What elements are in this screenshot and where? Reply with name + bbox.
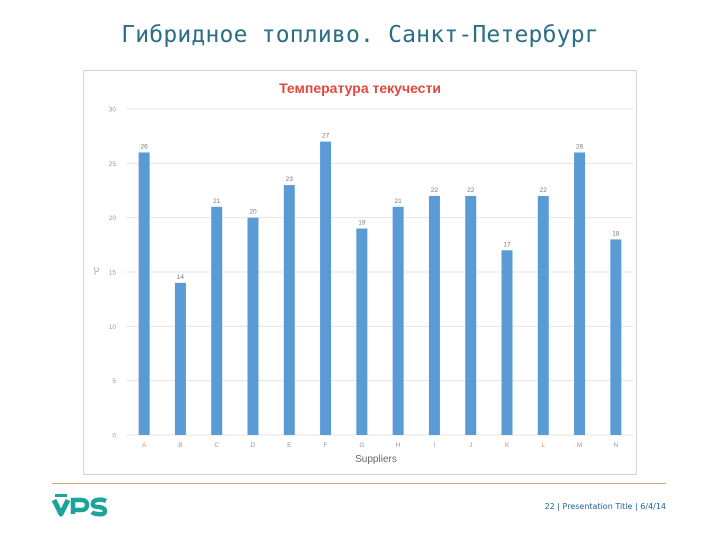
x-tick-label: K [505, 442, 510, 449]
bar [574, 152, 586, 435]
y-tick-label: 5 [112, 378, 116, 385]
bar [320, 141, 332, 435]
y-tick-label: 20 [109, 215, 117, 222]
bar [174, 282, 186, 435]
data-label: 21 [395, 198, 403, 205]
data-label: 22 [467, 187, 475, 194]
x-axis-label: Suppliers [355, 454, 397, 465]
bar [392, 206, 404, 435]
data-label: 22 [431, 187, 439, 194]
bar [428, 195, 440, 435]
x-tick-label: J [469, 442, 472, 449]
bar [356, 228, 368, 435]
label-layer: 0 5 10 15 20 25 30 26 A 14 B 21 C 20 D 23 E 27 F 19 G 21 H 22 I 2… [109, 107, 620, 450]
chart-title: Температура текучести [279, 80, 441, 96]
chart-frame: Температура текучести Suppliers °C 0 5 10 1… [83, 70, 637, 475]
y-axis-label: °C [93, 267, 101, 275]
data-label: 27 [322, 133, 330, 140]
data-label: 22 [540, 187, 548, 194]
vps-logo [51, 494, 114, 524]
bar [247, 217, 259, 435]
data-label: 17 [503, 241, 511, 248]
footer-separator: | [554, 502, 563, 511]
footer-divider [52, 483, 666, 484]
y-tick-label: 0 [112, 433, 116, 440]
x-tick-label: E [287, 442, 292, 449]
data-label: 26 [576, 143, 584, 150]
data-label: 23 [286, 176, 294, 183]
footer-date: 6/4/14 [640, 502, 666, 511]
data-label: 14 [177, 274, 185, 281]
x-tick-label: G [359, 442, 364, 449]
footer-separator: | [632, 502, 641, 511]
y-tick-label: 15 [109, 270, 117, 277]
x-tick-label: I [434, 442, 436, 449]
page-number: 22 [544, 502, 555, 511]
data-label: 26 [141, 143, 149, 150]
footer-text: 22 | Presentation Title | 6/4/14 [545, 502, 666, 511]
x-tick-label: N [614, 442, 619, 449]
y-tick-label: 25 [109, 161, 117, 168]
bar [537, 195, 549, 435]
x-tick-label: M [577, 442, 582, 449]
bar-layer [138, 141, 622, 435]
bar [138, 152, 150, 435]
bar [501, 250, 513, 435]
y-tick-label: 30 [109, 107, 117, 114]
bar [211, 206, 223, 435]
x-tick-label: B [178, 442, 182, 449]
x-tick-label: D [251, 442, 256, 449]
data-label: 21 [213, 198, 221, 205]
y-tick-label: 10 [109, 324, 117, 331]
x-tick-label: L [541, 442, 545, 449]
data-label: 20 [249, 209, 257, 216]
x-tick-label: F [324, 442, 328, 449]
x-tick-label: C [214, 442, 219, 449]
data-label: 19 [358, 220, 366, 227]
presentation-title: Presentation Title [562, 502, 633, 511]
x-tick-label: A [142, 442, 147, 449]
data-label: 18 [612, 230, 620, 237]
grid-layer [126, 108, 634, 436]
bar-chart: Температура текучести Suppliers °C 0 5 10 1… [93, 80, 634, 465]
x-tick-label: H [396, 442, 401, 449]
bar [465, 195, 477, 435]
slide-title: Гибридное топливо. Санкт-Петербург [121, 22, 599, 48]
bar [610, 239, 622, 435]
bar [283, 185, 295, 435]
